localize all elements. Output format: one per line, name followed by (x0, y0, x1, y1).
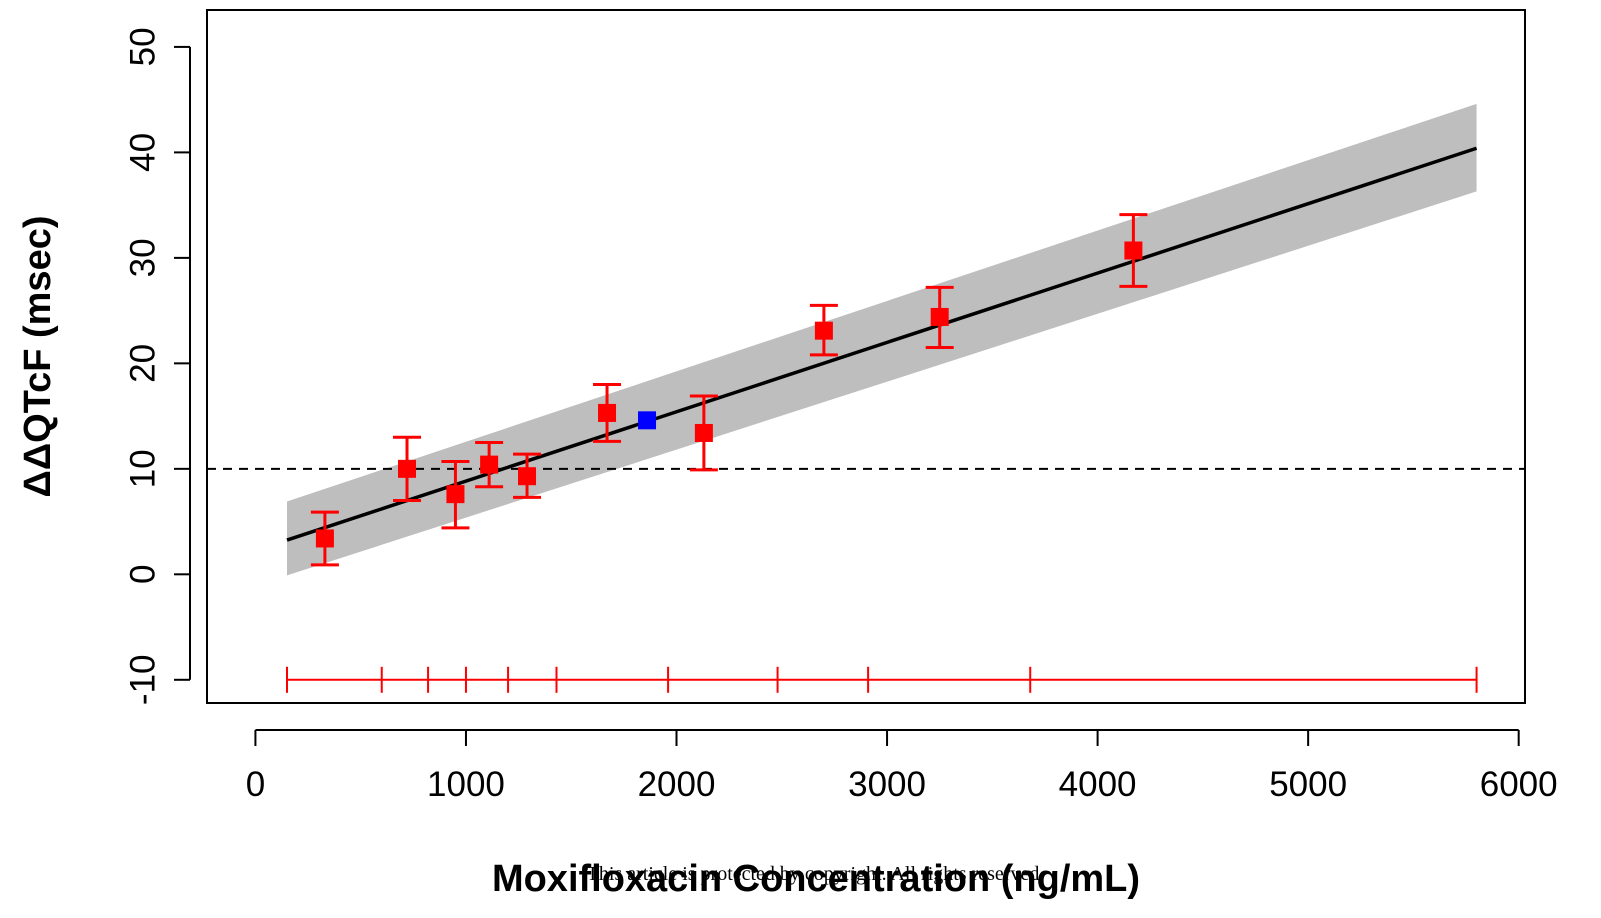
bin-bar-layer (286, 666, 1478, 693)
axes-layer: 0 1000 2000 3000 4000 5000 6000 -10 0 10 20 30 40 50 (124, 27, 1558, 804)
y-axis-title: ΔΔQTcF (msec) (17, 216, 59, 498)
confidence-band (287, 103, 1477, 576)
y-tick-label: 50 (124, 27, 163, 66)
data-point (598, 403, 617, 422)
data-point (694, 423, 713, 442)
confidence-band-layer (287, 103, 1477, 576)
y-tick-label: 40 (124, 133, 163, 172)
x-tick-label: 5000 (1269, 765, 1347, 804)
data-point (398, 459, 417, 478)
y-tick-label: 30 (124, 238, 163, 277)
y-tick-label: 20 (124, 344, 163, 383)
data-point (638, 411, 657, 430)
regression-line (286, 146, 1478, 542)
data-point (814, 321, 833, 340)
data-point (315, 529, 334, 548)
plot-frame (206, 9, 1526, 704)
data-point (930, 307, 949, 326)
x-axis-title: Moxifloxacin Concentration (ng/mL) (492, 858, 1140, 900)
y-tick-label: 0 (124, 565, 163, 584)
regression-line-layer (286, 146, 1478, 542)
data-points-layer (310, 213, 1148, 567)
x-tick-label: 0 (246, 765, 265, 804)
x-tick-label: 2000 (638, 765, 716, 804)
x-tick-label: 3000 (848, 765, 926, 804)
y-tick-label: 10 (124, 449, 163, 488)
x-tick-label: 1000 (427, 765, 505, 804)
data-point (480, 455, 499, 474)
data-point (446, 485, 465, 504)
data-point (518, 467, 537, 486)
x-tick-label: 6000 (1480, 765, 1558, 804)
y-tick-label: -10 (124, 654, 163, 705)
data-point (1124, 241, 1143, 260)
copyright-notice: This article is protected by copyright. … (587, 863, 1040, 885)
x-tick-label: 4000 (1059, 765, 1137, 804)
